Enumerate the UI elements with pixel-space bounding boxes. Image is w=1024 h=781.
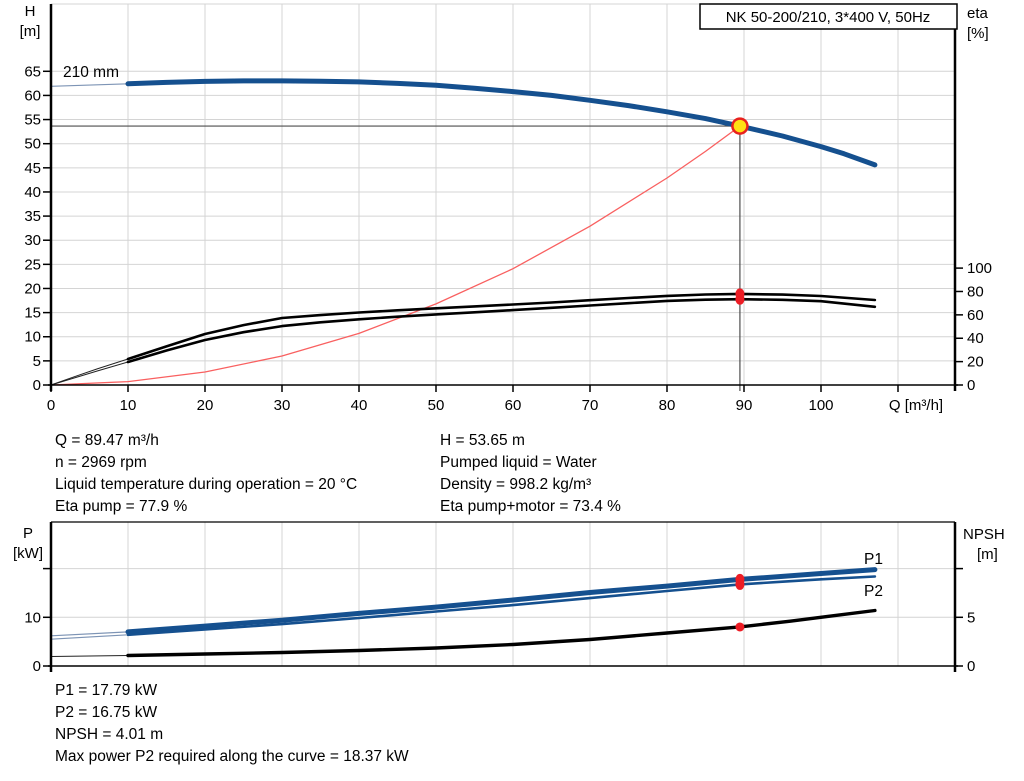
h-tick-label: 35 (24, 208, 41, 225)
power-curve-label: P2 (864, 583, 883, 600)
info-eta-pump-motor: Eta pump+motor = 73.4 % (440, 498, 621, 515)
info-h: H = 53.65 m (440, 432, 525, 449)
h-tick-label: 60 (24, 87, 41, 104)
system-curve (50, 125, 741, 386)
impeller-diameter-label: 210 mm (63, 64, 119, 81)
info-max-power: Max power P2 required along the curve = … (55, 748, 409, 765)
info-density: Density = 998.2 kg/m³ (440, 476, 592, 493)
q-tick-label: 40 (351, 397, 368, 414)
info-liquid-temp: Liquid temperature during operation = 20… (55, 476, 358, 493)
eta-pump (126, 292, 877, 361)
eta-axis-unit-label: eta (967, 5, 989, 22)
info-eta-pump: Eta pump = 77.9 % (55, 498, 188, 515)
h-tick-label: 5 (33, 353, 41, 370)
info-p1: P1 = 17.79 kW (55, 682, 158, 699)
q-axis-unit-label: Q [m³/h] (889, 397, 943, 414)
info-pumped-liquid: Pumped liquid = Water (440, 454, 597, 471)
eta-pump-motor-leadin (50, 361, 129, 386)
npsh-duty-marker (735, 622, 745, 632)
info-n: n = 2969 rpm (55, 454, 147, 471)
q-tick-label: 50 (428, 397, 445, 414)
npsh-leadin (50, 655, 129, 657)
npsh-curve (126, 608, 877, 658)
h-tick-label: 55 (24, 112, 41, 129)
eta-pump-leadin (50, 358, 129, 386)
eta-tick-label: 0 (967, 377, 975, 394)
head-210mm-leadin (50, 83, 129, 87)
q-tick-label: 0 (47, 397, 55, 414)
h-tick-label: 65 (24, 63, 41, 80)
p1-curve (125, 567, 878, 635)
eta-tick-label: 80 (967, 283, 984, 300)
chart-title-box (699, 3, 958, 30)
p1-leadin (50, 631, 129, 637)
eta-duty-marker (735, 293, 745, 305)
p2-leadin (50, 634, 129, 640)
chart-title: NK 50-200/210, 3*400 V, 50Hz (726, 9, 931, 26)
p-axis-unit-label: [kW] (13, 545, 43, 562)
npsh-axis-unit-label: NPSH (963, 526, 1005, 543)
power-curve-label: P1 (864, 551, 883, 568)
eta-tick-label: 100 (967, 260, 992, 277)
q-tick-label: 80 (659, 397, 676, 414)
q-tick-label: 20 (197, 397, 214, 414)
eta-pump-motor (126, 297, 877, 364)
h-tick-label: 15 (24, 305, 41, 322)
info-npsh: NPSH = 4.01 m (55, 726, 164, 743)
q-tick-label: 90 (736, 397, 753, 414)
power-info-block: P1 = 17.79 kW P2 = 16.75 kW NPSH = 4.01 … (55, 680, 409, 768)
h-tick-label: 0 (33, 377, 41, 394)
h-tick-label: 20 (24, 280, 41, 297)
h-axis-unit-label: H (25, 3, 36, 20)
eta-tick-label: 40 (967, 330, 984, 347)
q-tick-label: 70 (582, 397, 599, 414)
npsh-axis-unit-label: [m] (977, 546, 998, 563)
duty-point[interactable] (731, 117, 749, 135)
h-tick-label: 30 (24, 232, 41, 249)
p2-curve (126, 575, 877, 637)
info-q: Q = 89.47 m³/h (55, 432, 159, 449)
h-axis-unit-label: [m] (20, 23, 41, 40)
eta-axis-unit-label: [%] (967, 25, 989, 42)
npsh-tick-label: 0 (967, 658, 975, 675)
duty-info-right: H = 53.65 m Pumped liquid = Water Densit… (440, 430, 621, 518)
info-p2: P2 = 16.75 kW (55, 704, 158, 721)
q-tick-label: 10 (120, 397, 137, 414)
q-tick-label: 100 (808, 397, 833, 414)
power-duty-marker (735, 578, 745, 590)
h-tick-label: 25 (24, 256, 41, 273)
eta-tick-label: 60 (967, 307, 984, 324)
h-tick-label: 50 (24, 136, 41, 153)
npsh-tick-label: 5 (967, 609, 975, 626)
p-tick-label: 10 (24, 609, 41, 626)
h-tick-label: 40 (24, 184, 41, 201)
h-tick-label: 10 (24, 329, 41, 346)
head-210mm (125, 78, 878, 168)
p-axis-unit-label: P (23, 525, 33, 542)
h-tick-label: 45 (24, 160, 41, 177)
q-tick-label: 30 (274, 397, 291, 414)
duty-info-left: Q = 89.47 m³/h n = 2969 rpm Liquid tempe… (55, 430, 357, 518)
q-tick-label: 60 (505, 397, 522, 414)
p-tick-label: 0 (33, 658, 41, 675)
eta-tick-label: 20 (967, 354, 984, 371)
